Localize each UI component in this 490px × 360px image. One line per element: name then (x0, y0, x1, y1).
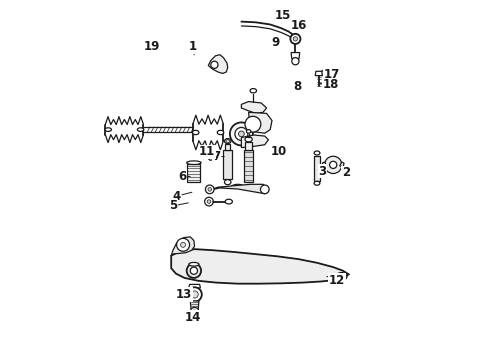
Polygon shape (208, 55, 228, 73)
Polygon shape (314, 156, 320, 181)
Ellipse shape (137, 128, 144, 131)
Circle shape (205, 185, 214, 194)
Polygon shape (171, 249, 349, 284)
Polygon shape (315, 71, 322, 76)
Text: 12: 12 (329, 274, 345, 287)
Ellipse shape (187, 161, 201, 165)
Ellipse shape (321, 70, 329, 76)
Text: 11: 11 (199, 145, 215, 158)
Circle shape (187, 264, 201, 278)
Text: 10: 10 (271, 145, 287, 158)
Polygon shape (244, 150, 253, 182)
Polygon shape (225, 144, 230, 150)
Polygon shape (322, 162, 327, 167)
Ellipse shape (245, 137, 252, 142)
Text: 16: 16 (291, 19, 307, 32)
Circle shape (207, 200, 211, 203)
Text: 14: 14 (185, 311, 201, 324)
Ellipse shape (250, 89, 257, 93)
Ellipse shape (193, 130, 199, 135)
Ellipse shape (224, 139, 231, 144)
Circle shape (245, 116, 261, 132)
Circle shape (330, 161, 337, 168)
Text: 7: 7 (212, 150, 220, 163)
Circle shape (235, 127, 248, 140)
Text: 5: 5 (169, 199, 177, 212)
Circle shape (208, 188, 212, 191)
Circle shape (180, 242, 186, 247)
Polygon shape (207, 184, 269, 194)
Polygon shape (171, 237, 195, 256)
Ellipse shape (225, 199, 232, 204)
Circle shape (205, 197, 213, 206)
Circle shape (324, 156, 342, 174)
Circle shape (190, 307, 199, 316)
Polygon shape (223, 150, 232, 179)
Ellipse shape (314, 151, 320, 155)
Circle shape (291, 34, 300, 44)
Text: 8: 8 (293, 80, 301, 93)
Circle shape (226, 139, 229, 143)
Circle shape (176, 238, 190, 251)
Polygon shape (248, 112, 272, 133)
Circle shape (193, 310, 196, 314)
Polygon shape (245, 142, 252, 150)
Ellipse shape (105, 128, 111, 131)
Text: 19: 19 (143, 40, 160, 53)
Polygon shape (190, 301, 199, 309)
Text: 3: 3 (318, 165, 326, 177)
Circle shape (187, 287, 202, 302)
Circle shape (292, 58, 299, 65)
Text: 1: 1 (189, 40, 197, 53)
Ellipse shape (209, 157, 213, 160)
Polygon shape (291, 53, 300, 59)
Ellipse shape (336, 273, 347, 280)
Ellipse shape (314, 181, 320, 185)
Text: 9: 9 (271, 36, 280, 49)
Circle shape (190, 267, 197, 274)
Ellipse shape (189, 262, 199, 266)
Polygon shape (340, 162, 344, 167)
Text: 13: 13 (176, 288, 192, 301)
Ellipse shape (246, 130, 251, 133)
Text: 17: 17 (324, 68, 340, 81)
Circle shape (230, 122, 253, 145)
Text: 6: 6 (178, 170, 186, 183)
Circle shape (211, 61, 218, 68)
Polygon shape (242, 135, 269, 148)
Ellipse shape (217, 130, 224, 135)
Circle shape (293, 37, 297, 41)
Circle shape (261, 185, 269, 194)
Ellipse shape (224, 180, 231, 185)
Circle shape (239, 131, 245, 137)
Polygon shape (242, 102, 267, 113)
Text: 4: 4 (172, 190, 181, 203)
Text: 2: 2 (342, 166, 350, 179)
Polygon shape (189, 284, 200, 288)
Circle shape (191, 291, 198, 298)
Text: 18: 18 (322, 78, 339, 91)
Text: 15: 15 (274, 9, 291, 22)
Polygon shape (187, 164, 200, 182)
